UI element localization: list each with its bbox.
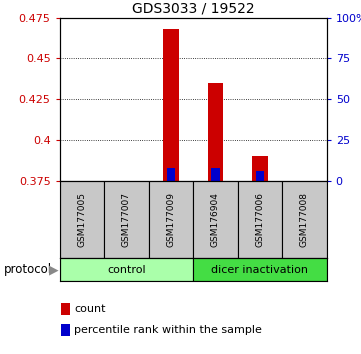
Bar <box>166 167 175 181</box>
Bar <box>238 181 282 258</box>
Bar <box>60 181 104 258</box>
Bar <box>211 167 220 181</box>
Bar <box>252 156 268 181</box>
Text: ▶: ▶ <box>49 263 58 276</box>
Bar <box>163 29 179 181</box>
Bar <box>149 181 193 258</box>
Text: GSM177005: GSM177005 <box>77 192 86 247</box>
Text: protocol: protocol <box>4 263 52 276</box>
Bar <box>208 83 223 181</box>
Text: count: count <box>74 304 105 314</box>
Text: control: control <box>107 265 145 275</box>
Bar <box>282 181 327 258</box>
Text: GSM177009: GSM177009 <box>166 192 175 247</box>
Title: GDS3033 / 19522: GDS3033 / 19522 <box>132 1 255 15</box>
Text: GSM177006: GSM177006 <box>256 192 264 247</box>
Bar <box>104 181 149 258</box>
Text: dicer inactivation: dicer inactivation <box>212 265 308 275</box>
Text: percentile rank within the sample: percentile rank within the sample <box>74 325 262 335</box>
Text: GSM177008: GSM177008 <box>300 192 309 247</box>
Bar <box>193 181 238 258</box>
Bar <box>256 171 264 181</box>
Text: GSM176904: GSM176904 <box>211 192 220 247</box>
Bar <box>60 258 193 281</box>
Text: GSM177007: GSM177007 <box>122 192 131 247</box>
Bar <box>193 258 327 281</box>
